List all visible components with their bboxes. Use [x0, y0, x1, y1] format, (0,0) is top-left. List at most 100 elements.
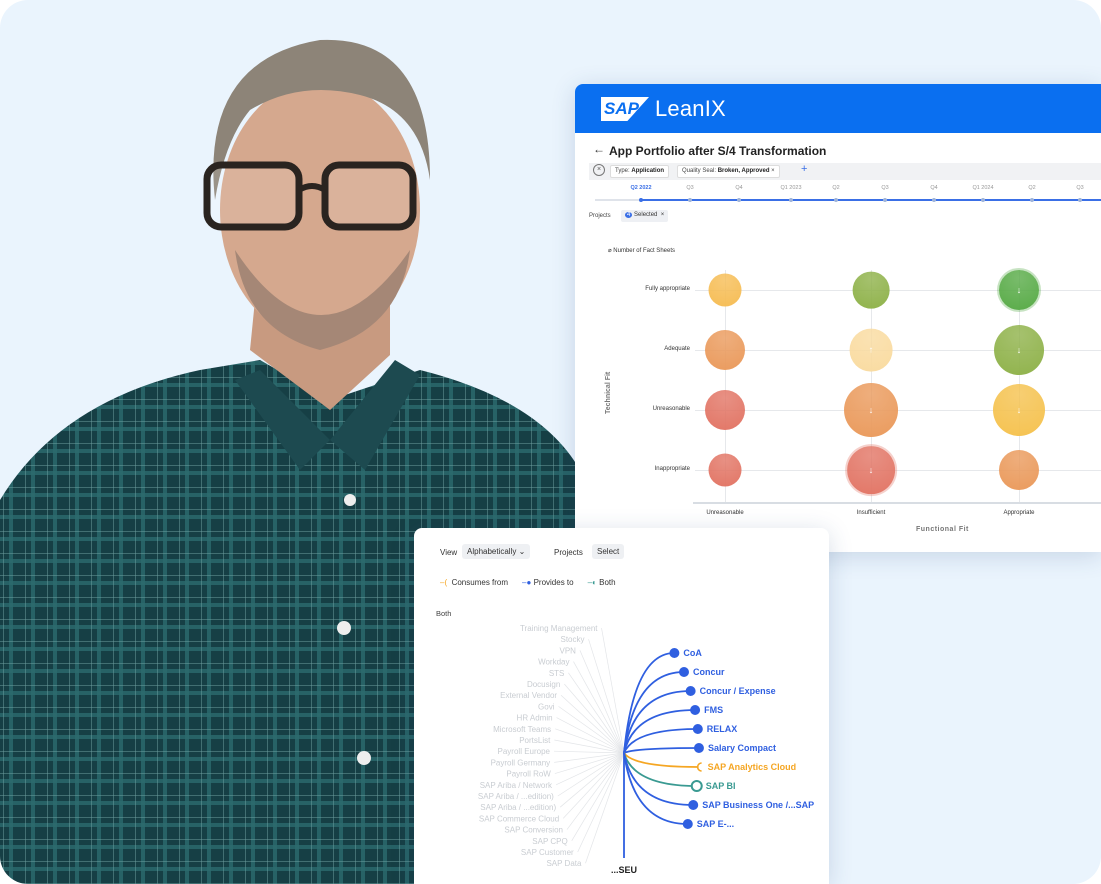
node-label: Salary Compact [708, 743, 776, 753]
dependency-edge [623, 752, 697, 787]
faded-edge [601, 627, 625, 754]
provides-icon: –● [522, 578, 532, 587]
timeline-marker[interactable] [1030, 198, 1034, 202]
faded-node-label: SAP CPQ [532, 837, 567, 846]
timeline-marker[interactable] [834, 198, 838, 202]
faded-node-label: Workday [538, 658, 569, 667]
timeline-tick-label[interactable]: Q3 [881, 185, 889, 191]
timeline-marker[interactable] [737, 198, 741, 202]
timeline-tick-label[interactable]: Q1 2024 [972, 185, 994, 191]
legend-consumes: –( Consumes from [440, 578, 508, 587]
node-dot [690, 780, 703, 792]
bubble-point[interactable] [708, 453, 742, 487]
bubble-point[interactable]: ↓ [844, 383, 898, 437]
app-header: SAP LeanIX [575, 84, 1101, 133]
view-label: View [440, 548, 458, 557]
timeline-marker[interactable] [789, 198, 793, 202]
x-axis-title: Functional Fit [916, 526, 969, 533]
node-label: SAP BI [706, 781, 736, 791]
faded-edge [568, 672, 625, 754]
faded-node-label: SAP Commerce Cloud [479, 814, 559, 823]
filter-key: Type: [615, 168, 630, 174]
projects-label: Projects [589, 213, 611, 219]
timeline-range [641, 199, 1101, 201]
timeline-marker[interactable] [688, 198, 692, 202]
edge-legend: –( Consumes from –● Provides to –◐ Both [440, 578, 616, 587]
grid-line-horizontal [695, 410, 1101, 411]
legend-both: –◐ Both [588, 578, 616, 587]
faded-edge [557, 752, 625, 797]
add-filter-icon[interactable]: + [801, 163, 808, 175]
dependency-edge [623, 752, 688, 825]
bubble-point[interactable] [852, 271, 890, 309]
timeline-tick-label[interactable]: Q2 [832, 185, 840, 191]
node-dot [690, 705, 701, 715]
node-dot [685, 686, 696, 696]
x-tick-label: Appropriate [1003, 510, 1035, 516]
timeline-tick-label[interactable]: Q4 [735, 185, 743, 191]
back-arrow-icon[interactable]: ← [593, 142, 605, 156]
timeline-tick-label[interactable]: Q1 2023 [780, 185, 802, 191]
faded-node-label: Payroll RoW [506, 770, 551, 779]
timeline-tick-label[interactable]: Q2 [1028, 185, 1036, 191]
node-label: FMS [704, 705, 723, 715]
filter-chip-type[interactable]: Type: Application [610, 165, 670, 178]
bubble-point[interactable] [999, 450, 1039, 490]
faded-edge [553, 750, 625, 754]
bubble-point[interactable] [708, 273, 742, 307]
timeline-tick-label[interactable]: Q2 2022 [630, 185, 652, 191]
faded-edge [556, 717, 625, 754]
product-name: LeanIX [655, 96, 726, 121]
bubble-point[interactable]: ↓ [999, 270, 1039, 310]
grid-line-vertical [725, 270, 726, 503]
view-dropdown[interactable]: Alphabetically ⌄ [462, 544, 531, 559]
faded-node-label: SAP Conversion [504, 826, 563, 835]
remove-projects-icon[interactable]: × [660, 212, 665, 218]
legend-label: Both [599, 578, 616, 587]
timeline-marker[interactable] [981, 198, 985, 202]
timeline-tick-label[interactable]: Q4 [930, 185, 938, 191]
node-label: Concur / Expense [700, 686, 776, 696]
clear-filters-icon[interactable]: × [593, 164, 605, 176]
filter-label: Both [436, 609, 452, 618]
size-legend-label: Number of Fact Sheets [613, 248, 675, 254]
bubble-point[interactable] [705, 390, 745, 430]
both-icon: –◐ [587, 578, 597, 587]
projects-selected-chip[interactable]: 4 Selected × [621, 210, 669, 222]
faded-edge [573, 661, 625, 754]
filter-value: Application [631, 168, 665, 174]
bubble-point[interactable]: ↓ [993, 384, 1045, 436]
sap-logo: SAP [601, 97, 649, 121]
timeline-tick-label[interactable]: Q3 [686, 185, 694, 191]
faded-node-label: Govi [538, 702, 555, 711]
faded-node-label: Microsoft Teams [493, 725, 551, 734]
faded-edge [558, 706, 625, 754]
timeline-marker[interactable] [1078, 198, 1082, 202]
faded-node-label: HR Admin [517, 714, 553, 723]
faded-node-label: SAP Ariba / ...edition) [478, 792, 554, 801]
timeline-marker[interactable] [932, 198, 936, 202]
timeline-marker[interactable] [883, 198, 887, 202]
faded-edge [579, 650, 625, 754]
bubble-point[interactable]: ↓ [847, 446, 895, 494]
timeline-marker[interactable] [639, 198, 643, 202]
projects-select-button[interactable]: Select [592, 544, 625, 559]
faded-node-label: STS [549, 669, 565, 678]
faded-edge [588, 639, 625, 754]
faded-node-label: SAP Data [546, 859, 582, 868]
faded-node-label: Stocky [561, 635, 585, 644]
faded-edge [577, 752, 625, 853]
remove-filter-icon[interactable]: × [771, 168, 775, 174]
faded-edge [564, 683, 625, 754]
sap-leanix-logo[interactable]: SAP LeanIX [601, 96, 726, 122]
bubble-point[interactable] [705, 330, 745, 370]
filter-chip-quality-seal[interactable]: Quality Seal: Broken, Approved × [677, 165, 780, 178]
report-card: SAP LeanIX ← App Portfolio after S/4 Tra… [575, 84, 1101, 552]
view-value: Alphabetically [467, 547, 517, 556]
dependency-wheel: Training Management Stocky VPN Workday STS Do… [478, 624, 814, 875]
grid-line-horizontal [695, 290, 1101, 291]
timeline-tick-label[interactable]: Q3 [1076, 185, 1084, 191]
bubble-point[interactable]: ↓ [994, 325, 1044, 375]
bubble-point[interactable]: ↑ [849, 328, 893, 372]
faded-edge [554, 739, 625, 754]
